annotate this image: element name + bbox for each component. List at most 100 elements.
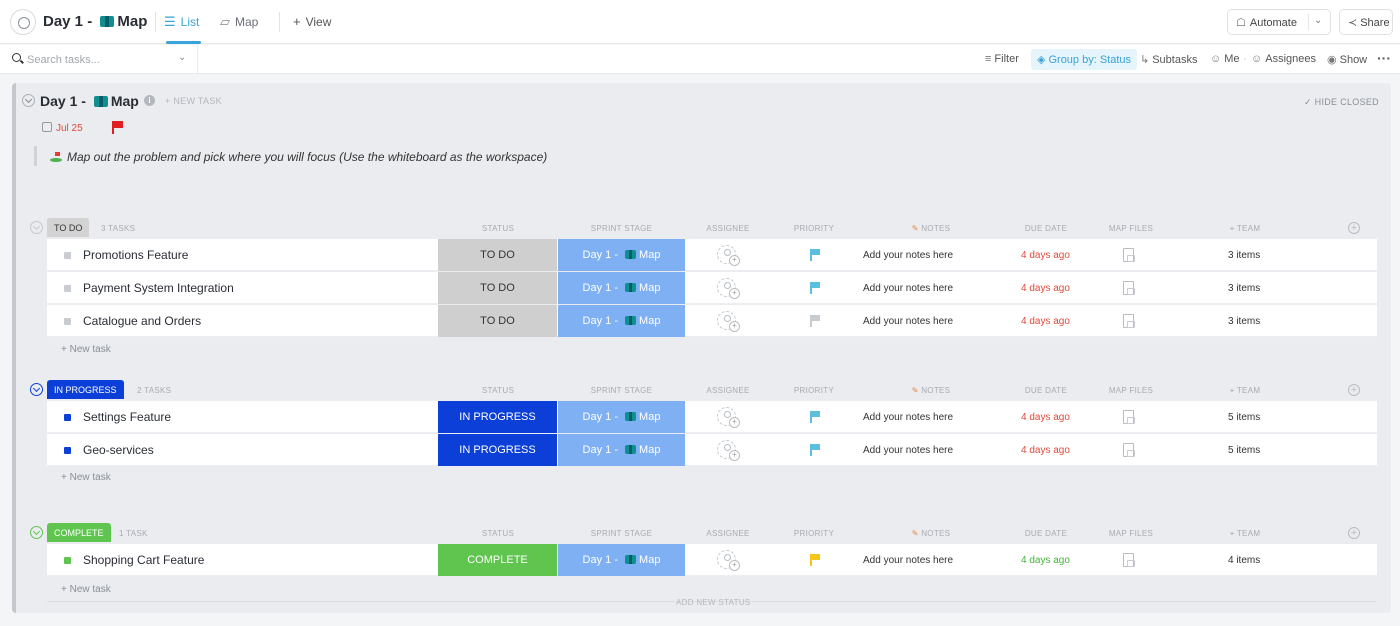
- new-task-button[interactable]: + New task: [61, 344, 111, 355]
- assignees-button[interactable]: ☺ Assignees: [1251, 53, 1316, 65]
- me-button[interactable]: ☺ Me: [1210, 53, 1240, 65]
- due-date[interactable]: 4 days ago: [1021, 250, 1070, 261]
- file-icon[interactable]: [1123, 281, 1135, 295]
- column-header-team[interactable]: ⌖ TEAM: [1229, 529, 1261, 538]
- add-column-button[interactable]: +: [1348, 222, 1360, 234]
- add-new-status-button[interactable]: ADD NEW STATUS: [676, 598, 751, 607]
- tab-list[interactable]: ☰ List: [164, 14, 200, 29]
- task-status-square[interactable]: [64, 318, 71, 325]
- team-items[interactable]: 5 items: [1228, 445, 1261, 456]
- notes-field[interactable]: Add your notes here: [863, 555, 954, 566]
- due-date[interactable]: 4 days ago: [1021, 316, 1070, 327]
- notes-field[interactable]: Add your notes here: [863, 445, 954, 456]
- due-date[interactable]: 4 days ago: [1021, 283, 1070, 294]
- status-cell[interactable]: IN PROGRESS: [438, 401, 557, 433]
- list-date[interactable]: Jul 25: [42, 122, 83, 134]
- column-header-sprint-stage[interactable]: SPRINT STAGE: [590, 224, 653, 233]
- group-status-pill[interactable]: IN PROGRESS: [47, 380, 124, 399]
- column-header-priority[interactable]: PRIORITY: [793, 386, 835, 395]
- add-column-button[interactable]: +: [1348, 527, 1360, 539]
- task-name[interactable]: Shopping Cart Feature: [83, 553, 205, 567]
- hide-closed-button[interactable]: ✓ HIDE CLOSED: [1304, 97, 1379, 107]
- collapse-list-icon[interactable]: [22, 94, 35, 107]
- new-task-button[interactable]: + New task: [61, 472, 111, 483]
- team-items[interactable]: 5 items: [1228, 412, 1261, 423]
- file-icon[interactable]: [1123, 410, 1135, 424]
- team-items[interactable]: 3 items: [1228, 250, 1261, 261]
- group-status-pill[interactable]: COMPLETE: [47, 523, 111, 542]
- add-column-button[interactable]: +: [1348, 384, 1360, 396]
- sprint-stage-cell[interactable]: Day 1 - Map: [558, 305, 685, 337]
- column-header-due-date[interactable]: DUE DATE: [1024, 224, 1068, 233]
- team-items[interactable]: 3 items: [1228, 283, 1261, 294]
- add-assignee-icon[interactable]: [717, 407, 740, 428]
- team-items[interactable]: 4 items: [1228, 555, 1261, 566]
- file-icon[interactable]: [1123, 314, 1135, 328]
- column-header-assignee[interactable]: ASSIGNEE: [706, 386, 750, 395]
- priority-flag-icon[interactable]: [810, 249, 818, 261]
- add-assignee-icon[interactable]: [717, 550, 740, 571]
- task-name[interactable]: Promotions Feature: [83, 248, 189, 262]
- task-row[interactable]: Payment System Integration TO DO Day 1 - M…: [47, 272, 1377, 304]
- column-header-due-date[interactable]: DUE DATE: [1024, 386, 1068, 395]
- collapse-group-icon[interactable]: [30, 383, 43, 396]
- add-assignee-icon[interactable]: [717, 311, 740, 332]
- sprint-stage-cell[interactable]: Day 1 - Map: [558, 272, 685, 304]
- chevron-down-icon[interactable]: ⌄: [1314, 15, 1323, 26]
- column-header-notes[interactable]: ✎ NOTES: [911, 224, 951, 233]
- sprint-stage-cell[interactable]: Day 1 - Map: [558, 544, 685, 576]
- search-input[interactable]: [27, 51, 167, 68]
- file-icon[interactable]: [1123, 553, 1135, 567]
- status-cell[interactable]: COMPLETE: [438, 544, 557, 576]
- column-header-sprint-stage[interactable]: SPRINT STAGE: [590, 529, 653, 538]
- task-name[interactable]: Payment System Integration: [83, 281, 234, 295]
- status-cell[interactable]: TO DO: [438, 239, 557, 271]
- notes-field[interactable]: Add your notes here: [863, 412, 954, 423]
- notes-field[interactable]: Add your notes here: [863, 316, 954, 327]
- tab-map[interactable]: ▱ Map: [220, 14, 259, 29]
- task-status-square[interactable]: [64, 447, 71, 454]
- priority-flag-icon[interactable]: [810, 554, 818, 566]
- list-title[interactable]: Day 1 - Map: [40, 93, 139, 109]
- info-icon[interactable]: i: [144, 95, 155, 106]
- status-circle-button[interactable]: [10, 9, 36, 35]
- due-date[interactable]: 4 days ago: [1021, 555, 1070, 566]
- priority-flag-icon[interactable]: [810, 282, 818, 294]
- chevron-down-icon[interactable]: ⌄: [178, 52, 187, 63]
- team-items[interactable]: 3 items: [1228, 316, 1261, 327]
- column-header-map-files[interactable]: MAP FILES: [1108, 386, 1154, 395]
- column-header-priority[interactable]: PRIORITY: [793, 529, 835, 538]
- column-header-team[interactable]: ⌖ TEAM: [1229, 386, 1261, 395]
- subtasks-button[interactable]: ↳ Subtasks: [1140, 54, 1198, 66]
- automate-button[interactable]: ☖ Automate ⌄: [1227, 9, 1331, 35]
- add-view-button[interactable]: + View: [293, 14, 332, 29]
- column-header-map-files[interactable]: MAP FILES: [1108, 224, 1154, 233]
- sprint-stage-cell[interactable]: Day 1 - Map: [558, 434, 685, 466]
- status-cell[interactable]: IN PROGRESS: [438, 434, 557, 466]
- priority-flag-icon[interactable]: [810, 315, 818, 327]
- filter-button[interactable]: ≡ Filter: [985, 53, 1019, 65]
- column-header-status[interactable]: STATUS: [481, 386, 515, 395]
- new-task-button[interactable]: + NEW TASK: [165, 96, 222, 106]
- show-button[interactable]: ◉ Show: [1327, 54, 1368, 66]
- status-cell[interactable]: TO DO: [438, 272, 557, 304]
- sprint-stage-cell[interactable]: Day 1 - Map: [558, 239, 685, 271]
- task-name[interactable]: Geo-services: [83, 443, 154, 457]
- task-status-square[interactable]: [64, 414, 71, 421]
- notes-field[interactable]: Add your notes here: [863, 283, 954, 294]
- column-header-notes[interactable]: ✎ NOTES: [911, 386, 951, 395]
- add-assignee-icon[interactable]: [717, 245, 740, 266]
- column-header-map-files[interactable]: MAP FILES: [1108, 529, 1154, 538]
- collapse-group-icon[interactable]: [30, 526, 43, 539]
- file-icon[interactable]: [1123, 248, 1135, 262]
- column-header-assignee[interactable]: ASSIGNEE: [706, 529, 750, 538]
- task-name[interactable]: Catalogue and Orders: [83, 314, 202, 328]
- sprint-stage-cell[interactable]: Day 1 - Map: [558, 401, 685, 433]
- column-header-sprint-stage[interactable]: SPRINT STAGE: [590, 386, 653, 395]
- flag-icon[interactable]: [112, 121, 123, 134]
- column-header-status[interactable]: STATUS: [481, 224, 515, 233]
